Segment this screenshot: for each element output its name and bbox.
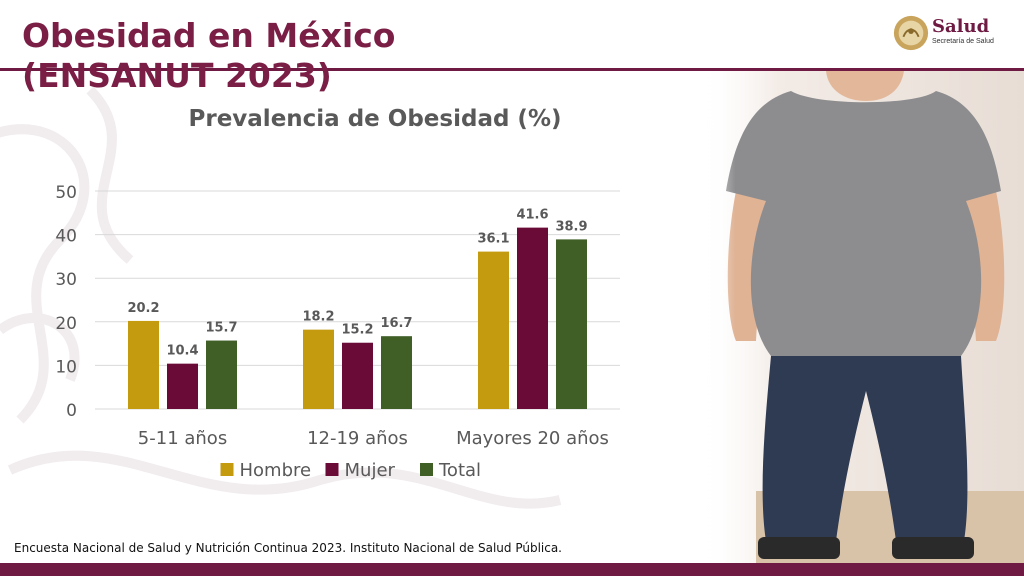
source-citation: Encuesta Nacional de Salud y Nutrición C…: [14, 541, 562, 555]
slide-title: Obesidad en México (ENSANUT 2023): [22, 16, 396, 95]
x-category-label: 5-11 años: [138, 428, 227, 449]
data-label: 38.9: [555, 219, 587, 234]
y-tick-label: 20: [55, 314, 77, 334]
bar-total: [556, 239, 587, 409]
legend-swatch: [420, 463, 433, 476]
data-label: 36.1: [477, 232, 509, 247]
bar-mujer: [167, 363, 198, 409]
salud-logo: Salud Secretaría de Salud: [892, 14, 1012, 54]
data-label: 41.6: [516, 208, 548, 223]
data-label: 18.2: [302, 310, 334, 325]
bar-mujer: [342, 342, 373, 409]
bar-mujer: [517, 227, 548, 409]
data-label: 20.2: [127, 301, 159, 316]
data-label: 15.7: [205, 321, 237, 336]
y-tick-label: 30: [55, 270, 77, 290]
data-label: 10.4: [166, 344, 198, 359]
logo-subtitle: Secretaría de Salud: [932, 38, 994, 45]
bar-total: [206, 340, 237, 409]
y-tick-label: 10: [55, 357, 77, 377]
x-category-label: Mayores 20 años: [456, 428, 609, 449]
y-tick-label: 40: [55, 227, 77, 247]
y-tick-label: 50: [55, 183, 77, 203]
bar-hombre: [478, 251, 509, 409]
chart-title: Prevalencia de Obesidad (%): [188, 106, 562, 132]
person-photo: [696, 71, 1024, 564]
legend-label: Hombre: [240, 460, 312, 481]
y-tick-label: 0: [66, 401, 77, 421]
bar-hombre: [303, 329, 334, 409]
bar-hombre: [128, 320, 159, 409]
logo-name: Salud: [932, 16, 990, 37]
legend-label: Total: [438, 460, 481, 481]
obesity-bar-chart: 0 10 20 30 40 50 20.2 10.4 15.7 5-11 años 18.2 15.2…: [55, 183, 620, 481]
legend-swatch: [325, 463, 339, 476]
bar-total: [381, 336, 412, 409]
legend-swatch: [220, 463, 234, 476]
legend-label: Mujer: [345, 460, 396, 481]
mexico-seal-icon: [893, 15, 929, 51]
x-category-label: 12-19 años: [307, 428, 408, 449]
title-divider: [0, 68, 1024, 71]
data-label: 15.2: [341, 323, 373, 338]
data-label: 16.7: [380, 316, 412, 331]
bottom-bar: [0, 563, 1024, 576]
